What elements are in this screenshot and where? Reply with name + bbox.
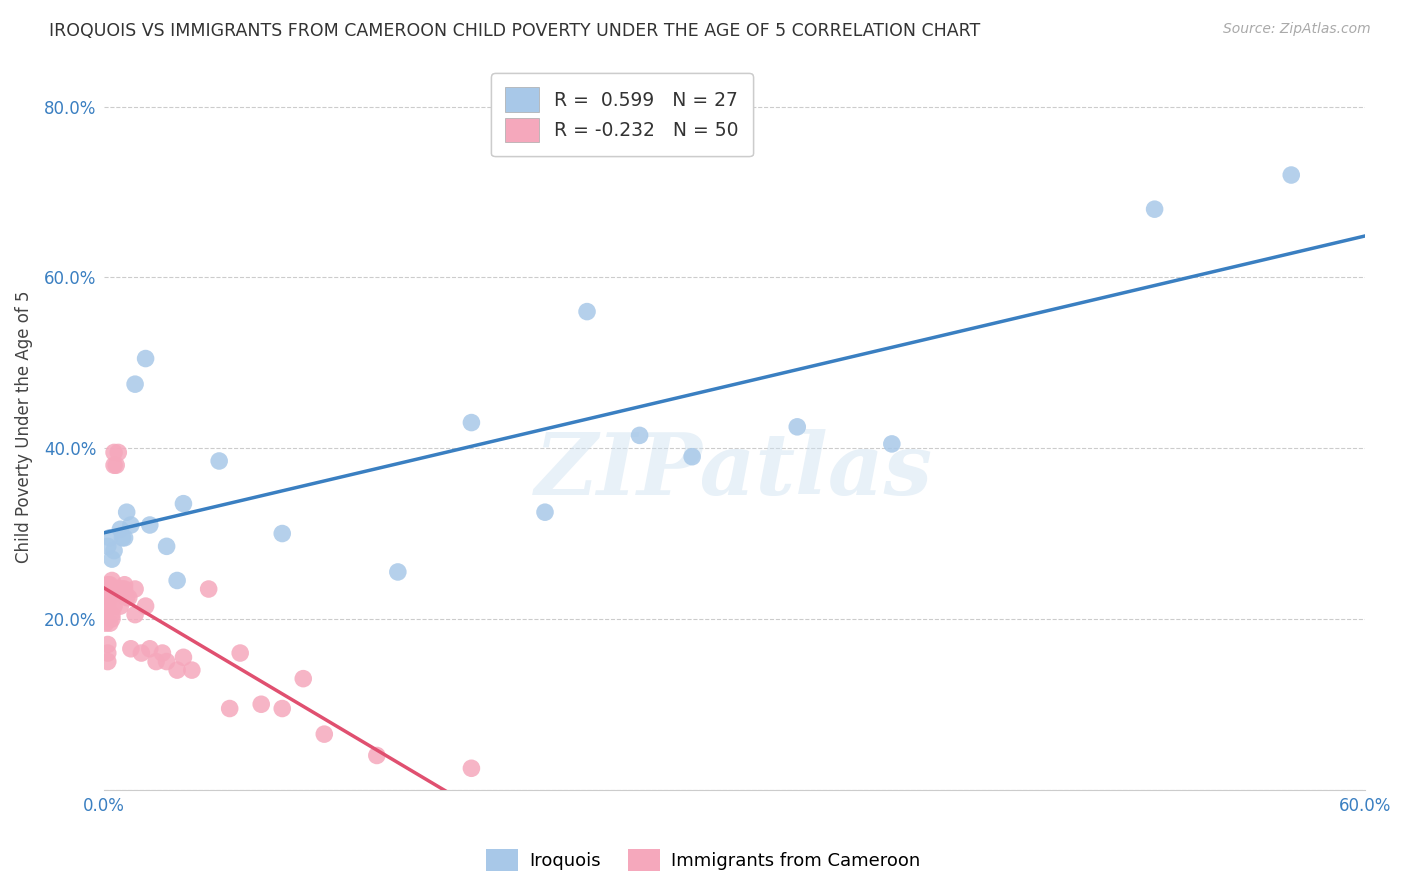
Legend: Iroquois, Immigrants from Cameroon: Iroquois, Immigrants from Cameroon (478, 842, 928, 879)
Point (97, 646, 120, 660)
Point (103, 599, 125, 613)
Y-axis label: Child Poverty Under the Age of 5: Child Poverty Under the Age of 5 (15, 291, 32, 563)
Point (97, 638, 120, 652)
Point (460, 416, 482, 430)
Point (180, 663, 202, 677)
Point (314, 727, 336, 741)
Point (94, 586, 117, 600)
Point (110, 582, 132, 596)
Point (105, 458, 128, 473)
Point (115, 505, 138, 519)
Point (98, 578, 121, 592)
Point (229, 646, 252, 660)
Point (97, 655, 120, 669)
Point (250, 698, 273, 712)
Point (107, 582, 129, 596)
Point (101, 574, 124, 588)
Point (103, 445, 125, 459)
Point (111, 582, 134, 596)
Legend: R =  0.599   N = 27, R = -0.232   N = 50: R = 0.599 N = 27, R = -0.232 N = 50 (491, 73, 752, 156)
Point (97, 578, 120, 592)
Point (208, 454, 231, 468)
Point (139, 641, 162, 656)
Point (156, 655, 179, 669)
Point (120, 518, 142, 533)
Point (124, 582, 146, 596)
Point (366, 748, 388, 763)
Point (292, 672, 315, 686)
Point (101, 612, 124, 626)
Point (98, 591, 121, 605)
Point (94, 616, 117, 631)
Point (101, 552, 124, 566)
Point (98, 616, 121, 631)
Point (156, 539, 179, 553)
Point (98, 531, 121, 545)
Point (786, 420, 808, 434)
Point (131, 646, 153, 660)
Point (114, 578, 136, 592)
Point (197, 582, 219, 596)
Point (107, 582, 129, 596)
Point (118, 591, 141, 605)
Point (114, 582, 136, 596)
Point (218, 701, 240, 715)
Point (110, 599, 132, 613)
Point (172, 497, 194, 511)
Point (576, 304, 599, 318)
Point (107, 445, 129, 459)
Point (166, 574, 188, 588)
Point (139, 518, 162, 533)
Point (172, 650, 194, 665)
Point (114, 531, 136, 545)
Text: ZIPatlas: ZIPatlas (536, 429, 934, 512)
Point (460, 761, 482, 775)
Text: Source: ZipAtlas.com: Source: ZipAtlas.com (1223, 22, 1371, 37)
Point (271, 701, 294, 715)
Point (124, 377, 146, 392)
Point (124, 607, 146, 622)
Point (145, 655, 167, 669)
Point (534, 505, 557, 519)
Point (115, 591, 138, 605)
Point (120, 641, 142, 656)
Point (152, 646, 174, 660)
Point (105, 586, 128, 600)
Point (97, 539, 120, 553)
Text: IROQUOIS VS IMMIGRANTS FROM CAMEROON CHILD POVERTY UNDER THE AGE OF 5 CORRELATIO: IROQUOIS VS IMMIGRANTS FROM CAMEROON CHI… (49, 22, 980, 40)
Point (1279, 168, 1302, 182)
Point (97, 599, 120, 613)
Point (880, 437, 903, 451)
Point (103, 543, 125, 558)
Point (103, 458, 125, 473)
Point (628, 428, 651, 442)
Point (135, 599, 157, 613)
Point (110, 522, 132, 536)
Point (166, 663, 188, 677)
Point (94, 603, 117, 617)
Point (111, 531, 134, 545)
Point (101, 607, 124, 622)
Point (1143, 202, 1166, 216)
Point (681, 450, 703, 464)
Point (387, 565, 409, 579)
Point (135, 351, 157, 366)
Point (271, 526, 294, 541)
